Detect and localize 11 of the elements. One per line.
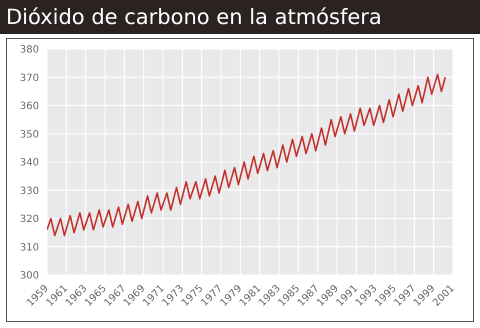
chart-title: Dióxido de carbono en la atmósfera xyxy=(0,0,480,34)
y-tick-label: 320 xyxy=(20,214,39,226)
y-tick-label: 340 xyxy=(20,158,39,169)
y-tick-label: 370 xyxy=(20,72,39,84)
y-tick-label: 330 xyxy=(20,186,39,197)
y-tick-label: 300 xyxy=(20,270,39,282)
y-tick-label: 380 xyxy=(20,44,39,56)
y-tick-label: 350 xyxy=(20,129,39,140)
line-series xyxy=(47,74,446,236)
y-tick-label: 360 xyxy=(20,101,39,112)
y-tick-label: 310 xyxy=(20,242,39,254)
